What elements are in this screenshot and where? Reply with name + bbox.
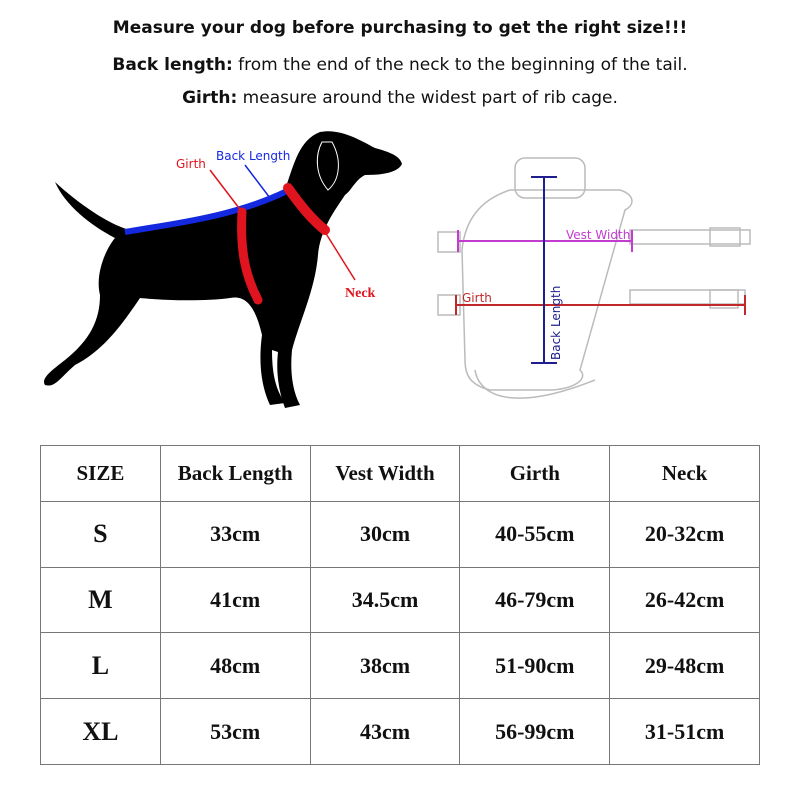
headline: Measure your dog before purchasing to ge… <box>112 18 688 38</box>
girth-text: measure around the widest part of rib ca… <box>237 88 618 108</box>
cell-size: M <box>40 566 161 634</box>
dog-girth-band <box>237 207 263 305</box>
cell-girth: 56-99cm <box>459 698 611 765</box>
dog-neck-label: Neck <box>345 286 376 301</box>
cell-back-length: 48cm <box>159 632 311 700</box>
vest-back-length-label: Back Length <box>549 286 563 360</box>
header-size: SIZE <box>40 445 161 502</box>
header-back-length: Back Length <box>159 445 311 502</box>
header-vest-width: Vest Width <box>309 445 461 502</box>
header-neck: Neck <box>609 445 760 502</box>
vest-width-label: Vest Width <box>566 228 630 242</box>
dog-ear <box>316 141 339 191</box>
cell-neck: 29-48cm <box>609 632 760 700</box>
back-length-text: from the end of the neck to the beginnin… <box>232 55 688 75</box>
back-length-instruction: Back length: from the end of the neck to… <box>0 55 800 75</box>
vest-outline <box>461 189 633 391</box>
girth-label: Girth: <box>182 88 238 108</box>
dog-neck-collar <box>283 183 330 235</box>
cell-back-length: 33cm <box>159 500 311 568</box>
cell-vest-width: 43cm <box>309 698 461 765</box>
table-header-row: SIZE Back Length Vest Width Girth Neck <box>40 445 760 502</box>
table-row: L 48cm 38cm 51-90cm 29-48cm <box>40 632 760 700</box>
back-length-label: Back length: <box>112 55 233 75</box>
vest-measurement-diagram: Vest Width Girth Back Length <box>437 157 751 399</box>
cell-girth: 46-79cm <box>459 566 611 634</box>
cell-size: XL <box>40 698 161 765</box>
cell-girth: 51-90cm <box>459 632 611 700</box>
vest-back-length-measure <box>531 176 557 364</box>
table-row: M 41cm 34.5cm 46-79cm 26-42cm <box>40 566 760 634</box>
cell-size: L <box>40 632 161 700</box>
cell-back-length: 53cm <box>159 698 311 765</box>
cell-neck: 20-32cm <box>609 500 760 568</box>
header-girth: Girth <box>459 445 611 502</box>
cell-vest-width: 30cm <box>309 500 461 568</box>
size-table: SIZE Back Length Vest Width Girth Neck S… <box>40 445 760 765</box>
cell-vest-width: 38cm <box>309 632 461 700</box>
cell-vest-width: 34.5cm <box>309 566 461 634</box>
cell-size: S <box>40 500 161 568</box>
vest-girth-measure <box>455 295 746 315</box>
cell-neck: 31-51cm <box>609 698 760 765</box>
dog-back-length-label: Back Length <box>216 149 290 163</box>
cell-back-length: 41cm <box>159 566 311 634</box>
dog-measurement-diagram: Girth Back Length Neck <box>44 131 403 408</box>
girth-instruction: Girth: measure around the widest part of… <box>0 88 800 108</box>
dog-back-length-line <box>124 189 287 235</box>
vest-girth-label: Girth <box>462 291 492 305</box>
table-row: S 33cm 30cm 40-55cm 20-32cm <box>40 500 760 568</box>
table-row: XL 53cm 43cm 56-99cm 31-51cm <box>40 698 760 765</box>
cell-neck: 26-42cm <box>609 566 760 634</box>
cell-girth: 40-55cm <box>459 500 611 568</box>
dog-girth-label: Girth <box>176 157 206 171</box>
dog-silhouette <box>44 131 403 408</box>
